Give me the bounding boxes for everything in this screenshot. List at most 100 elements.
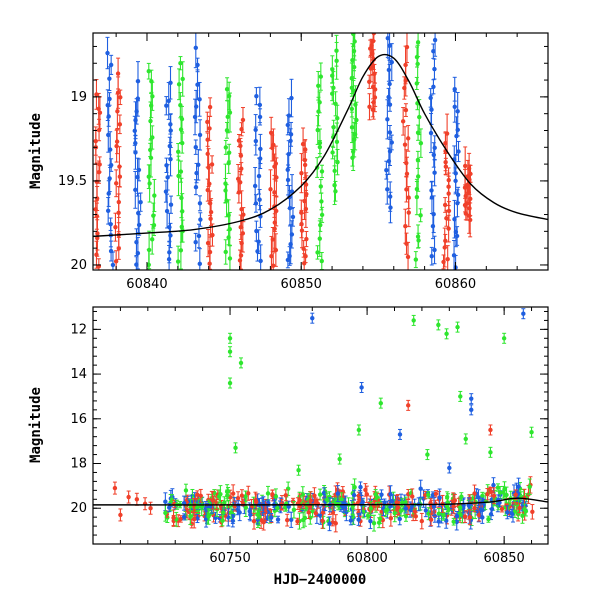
- data-point-blue: [254, 220, 259, 242]
- data-point-green: [223, 239, 228, 265]
- data-point-green: [178, 115, 184, 144]
- data-point-red: [320, 512, 325, 529]
- data-point-red: [148, 501, 153, 515]
- y-tick-label: 16: [70, 412, 87, 427]
- bottom-plot-frame: [92, 306, 549, 545]
- outlier-point-green: [227, 377, 233, 389]
- data-point-blue: [193, 232, 198, 252]
- data-point-red: [451, 499, 456, 514]
- data-point-green: [228, 506, 234, 520]
- data-point-blue: [351, 489, 357, 501]
- data-point-blue: [428, 112, 434, 154]
- data-point-red: [268, 116, 274, 149]
- data-point-blue: [257, 108, 263, 126]
- data-point-green: [265, 485, 271, 501]
- data-point-green: [176, 155, 181, 197]
- data-point-red: [198, 488, 203, 503]
- data-point-blue: [166, 82, 171, 120]
- data-point-blue: [258, 204, 263, 228]
- data-point-red: [363, 483, 368, 497]
- data-point-green: [149, 93, 154, 119]
- data-point-green: [206, 509, 212, 521]
- data-point-green: [150, 224, 155, 255]
- data-point-red: [388, 509, 394, 527]
- data-point-green: [350, 508, 356, 525]
- data-point-red: [306, 505, 311, 520]
- y-tick-label: 19: [70, 90, 87, 105]
- data-point-blue: [389, 43, 394, 82]
- data-point-blue: [429, 246, 434, 266]
- y-tick-label: 20: [70, 501, 87, 516]
- outlier-point-green: [356, 424, 362, 436]
- bottom-y-axis-title: Magnitude: [28, 387, 44, 463]
- data-point-red: [419, 512, 425, 530]
- data-point-blue: [432, 159, 437, 187]
- outlier-point-blue: [447, 462, 452, 474]
- data-point-green: [416, 232, 421, 249]
- data-point-blue: [253, 194, 259, 213]
- data-point-green: [300, 511, 306, 529]
- data-point-green: [317, 140, 323, 155]
- data-point-red: [467, 202, 473, 238]
- data-point-blue: [327, 516, 332, 532]
- data-point-green: [376, 517, 382, 529]
- bottom-data-layer: [112, 308, 535, 533]
- data-point-red: [270, 134, 275, 162]
- data-point-red: [118, 508, 123, 522]
- data-point-red: [271, 252, 276, 270]
- data-point-green: [426, 507, 431, 521]
- data-point-green: [315, 245, 320, 260]
- data-point-red: [207, 97, 213, 117]
- data-point-blue: [254, 87, 259, 106]
- data-point-blue: [444, 512, 449, 529]
- outlier-point-blue: [397, 428, 403, 440]
- data-point-green: [318, 62, 324, 91]
- data-point-blue: [168, 222, 173, 249]
- x-tick-label: 60860: [435, 277, 476, 292]
- data-point-green: [361, 505, 366, 519]
- data-point-green: [302, 509, 308, 527]
- data-point-blue: [106, 117, 111, 153]
- data-point-blue: [431, 79, 436, 95]
- y-tick-label: 14: [70, 367, 87, 382]
- data-point-blue: [105, 36, 110, 70]
- data-point-blue: [505, 505, 510, 520]
- data-point-red: [304, 230, 309, 248]
- data-point-green: [333, 180, 338, 202]
- data-point-green: [373, 489, 378, 500]
- outlier-point-green: [501, 332, 507, 344]
- data-point-red: [443, 157, 449, 176]
- data-point-green: [146, 249, 151, 270]
- data-point-blue: [230, 514, 235, 528]
- data-point-red: [405, 241, 411, 270]
- data-point-green: [444, 491, 450, 503]
- bottom-x-axis-title: HJD−2400000: [274, 572, 367, 588]
- data-point-red: [302, 151, 308, 179]
- data-point-red: [269, 235, 274, 270]
- data-point-red: [246, 485, 251, 501]
- data-point-red: [441, 254, 446, 270]
- data-point-blue: [197, 119, 203, 151]
- data-point-red: [467, 509, 473, 526]
- data-point-green: [318, 179, 324, 194]
- data-point-green: [365, 512, 371, 520]
- data-point-green: [226, 152, 231, 174]
- data-point-green: [398, 504, 404, 517]
- data-point-red: [283, 489, 288, 502]
- data-point-blue: [107, 66, 112, 92]
- data-point-red: [284, 513, 290, 527]
- data-point-green: [414, 178, 420, 216]
- data-point-green: [317, 488, 323, 501]
- data-point-blue: [197, 248, 203, 270]
- outlier-point-blue: [310, 312, 315, 324]
- data-point-green: [179, 210, 185, 243]
- data-point-green: [415, 44, 420, 84]
- data-point-red: [485, 488, 490, 501]
- data-point-blue: [430, 213, 436, 240]
- data-point-red: [405, 125, 411, 152]
- data-point-red: [367, 74, 372, 89]
- data-point-green: [146, 62, 151, 80]
- data-point-blue: [431, 497, 437, 516]
- data-point-red: [530, 504, 535, 520]
- data-point-red: [114, 129, 119, 163]
